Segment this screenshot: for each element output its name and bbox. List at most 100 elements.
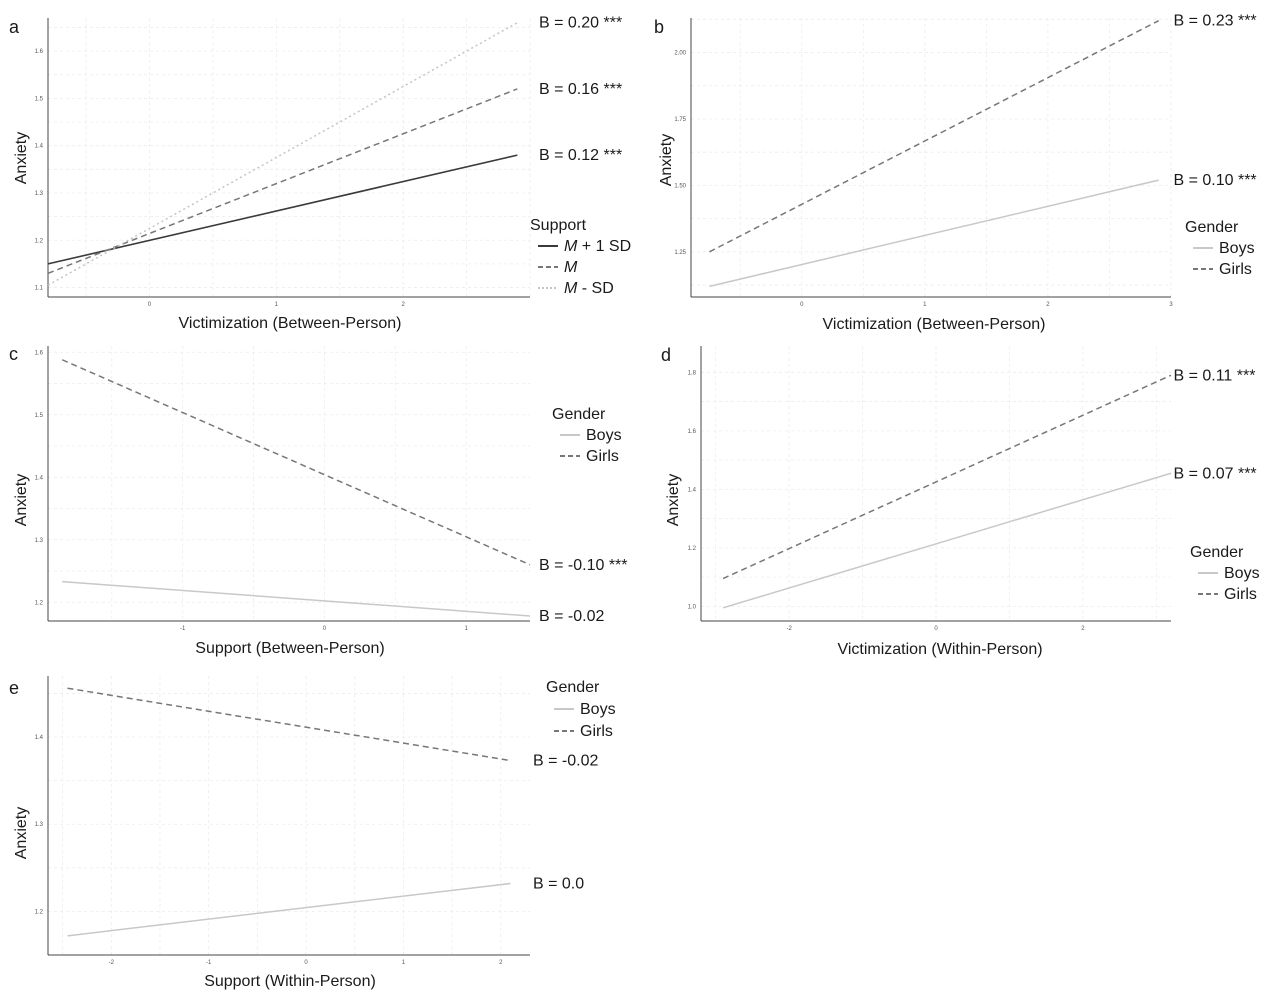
y-tick-label: 1.4 [35, 735, 44, 741]
legend-title: Gender [552, 406, 606, 423]
y-tick-label: 1.6 [688, 429, 697, 435]
panel-b: b 0 1 2 3 1.25 1.50 1.75 2.00 Victimization (Betw… [654, 13, 1257, 333]
panel-letter: c [9, 344, 18, 364]
slope-label: B = 0.07 *** [1173, 465, 1256, 482]
panel-a: a 0 1 2 1.1 1.2 1.3 1.4 1.5 1.6 Victimization (Bet… [9, 15, 631, 332]
series-line-boys [709, 179, 1159, 288]
y-tick-label: 1.5 [35, 96, 44, 102]
slope-label: B = -0.02 [533, 753, 598, 770]
slope-label: B = 0.10 *** [1173, 172, 1256, 189]
series-line-boys [67, 882, 511, 937]
x-tick-label: 1 [923, 302, 927, 308]
series-line-m-sd [47, 22, 518, 286]
x-tick-label: 0 [323, 626, 327, 632]
x-tick-label: 1 [465, 626, 469, 632]
y-tick-label: 1.2 [688, 546, 697, 552]
y-tick-label: 1.25 [674, 250, 686, 256]
panel-letter: b [654, 17, 664, 37]
x-tick-label: 0 [934, 626, 938, 632]
slope-label: B = 0.12 *** [539, 147, 622, 164]
legend-label: Girls [586, 448, 619, 465]
series-line-girls [61, 359, 531, 566]
panel-letter: e [9, 678, 19, 698]
y-tick-label: 1.3 [35, 538, 44, 544]
x-tick-label: 2 [1081, 626, 1085, 632]
y-tick-label: 1.5 [35, 413, 44, 419]
legend: Gender Boys Girls [546, 679, 616, 740]
y-axis-title: Anxiety [13, 132, 30, 184]
gridlines [691, 18, 1172, 297]
legend-title: Gender [546, 679, 600, 696]
y-tick-label: 1.6 [35, 350, 44, 356]
slope-label: B = 0.16 *** [539, 81, 622, 98]
series-line-m [47, 88, 518, 275]
legend: Support M + 1 SD M M - SD [530, 217, 631, 297]
x-axis-title: Victimization (Between-Person) [823, 316, 1046, 333]
y-tick-label: 1.4 [35, 144, 44, 150]
slope-label: B = -0.10 *** [539, 557, 628, 574]
y-tick-label: 1.2 [35, 238, 44, 244]
x-axis-title: Victimization (Between-Person) [179, 315, 402, 332]
series-line-girls [67, 687, 511, 762]
legend: Gender Boys Girls [1185, 219, 1255, 278]
legend: Gender Boys Girls [552, 406, 622, 465]
x-axis-title: Support (Between-Person) [195, 640, 384, 657]
panel-letter: a [9, 17, 20, 37]
legend-label: Boys [586, 427, 622, 444]
legend-label: Girls [1224, 586, 1257, 603]
y-axis-title: Anxiety [13, 807, 30, 859]
panel-letter: d [661, 345, 671, 365]
panel-e: e -2 -1 0 1 2 1.2 1.3 1.4 Support (Within-Person)… [9, 676, 616, 990]
x-tick-label: 0 [304, 960, 308, 966]
y-tick-label: 1.1 [35, 286, 44, 292]
slope-label: B = -0.02 [539, 608, 604, 625]
y-tick-label: 1.4 [688, 487, 697, 493]
legend-label: M - SD [564, 280, 614, 297]
y-tick-label: 1.4 [35, 475, 44, 481]
y-tick-label: 1.3 [35, 191, 44, 197]
legend-label: Boys [1219, 240, 1255, 257]
panel-c: c -1 0 1 1.2 1.3 1.4 1.5 1.6 Support (Between-Per… [9, 344, 628, 657]
slope-label: B = 0.20 *** [539, 15, 622, 32]
x-tick-label: -2 [109, 960, 115, 966]
x-tick-label: 2 [499, 960, 503, 966]
y-tick-label: 1.8 [688, 370, 697, 376]
y-axis-title: Anxiety [665, 474, 682, 526]
x-tick-label: 2 [401, 302, 405, 308]
gridlines [48, 676, 530, 956]
legend-label: M + 1 SD [564, 238, 631, 255]
series-line-girls [709, 19, 1160, 253]
slope-label: B = 0.0 [533, 876, 584, 893]
legend-label: Boys [1224, 565, 1260, 582]
series-line-boys [62, 580, 531, 617]
slope-label: B = 0.11 *** [1173, 367, 1255, 384]
y-tick-label: 1.75 [674, 117, 686, 123]
x-tick-label: -1 [180, 626, 186, 632]
x-tick-label: 0 [148, 302, 152, 308]
y-axis-title: Anxiety [658, 134, 675, 186]
x-tick-label: 0 [800, 302, 804, 308]
y-tick-label: 2.00 [674, 51, 686, 57]
y-tick-label: 1.0 [688, 604, 697, 610]
y-tick-label: 1.50 [674, 183, 686, 189]
legend: Gender Boys Girls [1190, 544, 1260, 603]
y-tick-label: 1.2 [35, 909, 44, 915]
series-line-boys [722, 472, 1172, 609]
x-tick-label: 3 [1169, 302, 1173, 308]
x-tick-label: 1 [275, 302, 279, 308]
y-tick-label: 1.6 [35, 49, 44, 55]
x-tick-label: -2 [786, 626, 792, 632]
legend-title: Support [530, 217, 587, 234]
x-tick-label: -1 [206, 960, 212, 966]
y-axis-title: Anxiety [13, 474, 30, 526]
gridlines [701, 346, 1171, 621]
y-tick-label: 1.3 [35, 822, 44, 828]
gridlines [48, 18, 531, 297]
gridlines [48, 346, 530, 621]
y-tick-label: 1.2 [35, 600, 44, 606]
x-axis-title: Victimization (Within-Person) [837, 641, 1042, 658]
legend-title: Gender [1185, 219, 1239, 236]
legend-title: Gender [1190, 544, 1244, 561]
series-line-m-1-sd [47, 154, 518, 265]
